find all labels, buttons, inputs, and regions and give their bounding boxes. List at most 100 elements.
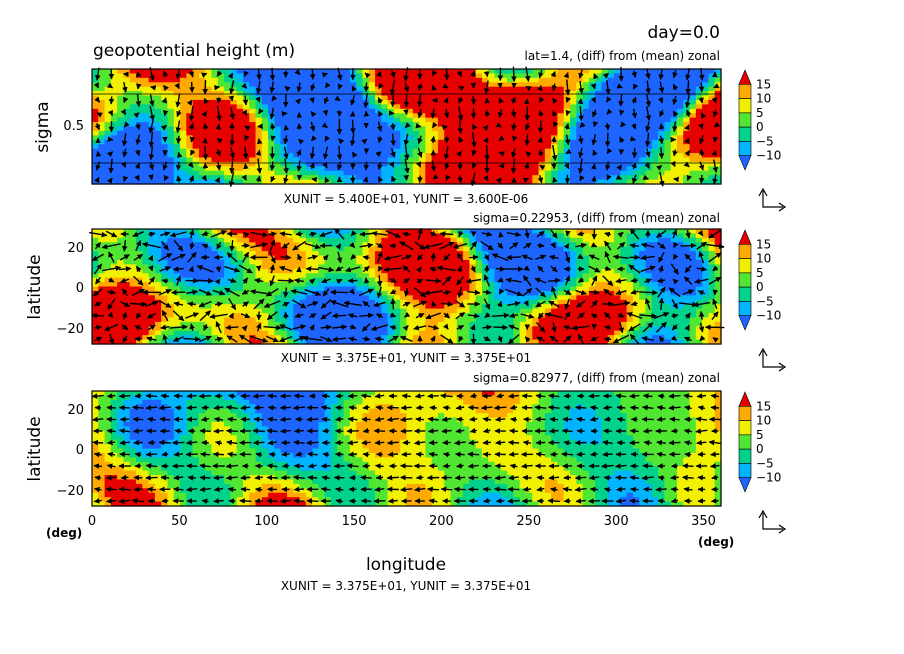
contour-cell bbox=[318, 139, 326, 145]
contour-cell bbox=[469, 259, 477, 265]
contour-cell bbox=[481, 104, 489, 110]
contour-cell bbox=[211, 339, 219, 345]
contour-cell bbox=[217, 153, 225, 159]
contour-cell bbox=[570, 170, 577, 176]
contour-cell bbox=[318, 308, 326, 314]
contour-cell bbox=[620, 99, 628, 105]
contour-cell bbox=[519, 295, 527, 301]
contour-cell bbox=[274, 335, 282, 341]
contour-cell bbox=[658, 157, 665, 163]
contour-cell bbox=[136, 135, 143, 141]
contour-cell bbox=[154, 73, 162, 79]
contour-cell bbox=[186, 339, 194, 345]
contour-cell bbox=[331, 161, 338, 167]
contour-cell bbox=[488, 237, 496, 243]
contour-cell bbox=[192, 255, 200, 261]
contour-cell bbox=[236, 117, 244, 123]
contour-cell bbox=[117, 139, 125, 145]
colorbar-tick-label: −5 bbox=[756, 134, 774, 148]
wind-vector-arrow bbox=[174, 82, 180, 90]
contour-cell bbox=[519, 73, 527, 79]
contour-cell bbox=[129, 122, 137, 128]
contour-cell bbox=[148, 330, 156, 336]
contour-cell bbox=[173, 233, 181, 239]
contour-cell bbox=[224, 113, 231, 119]
contour-cell bbox=[444, 130, 452, 136]
contour-cell bbox=[463, 290, 470, 296]
contour-cell bbox=[532, 308, 540, 314]
contour-cell bbox=[305, 259, 313, 265]
contour-cell bbox=[544, 308, 552, 314]
contour-cell bbox=[98, 304, 106, 310]
contour-cell bbox=[356, 242, 364, 248]
contour-cell bbox=[557, 82, 565, 88]
contour-cell bbox=[544, 95, 552, 101]
contour-cell bbox=[312, 82, 320, 88]
contour-cell bbox=[639, 73, 647, 79]
contour-cell bbox=[632, 170, 640, 176]
contour-cell bbox=[98, 104, 106, 110]
contour-cell bbox=[544, 161, 552, 167]
contour-cell bbox=[224, 295, 231, 301]
contour-cell bbox=[167, 122, 175, 128]
contour-cell bbox=[318, 126, 326, 132]
contour-cell bbox=[570, 175, 577, 181]
contour-cell bbox=[362, 330, 370, 336]
wind-vector-arrow bbox=[712, 136, 719, 143]
contour-cell bbox=[198, 157, 206, 163]
wind-vector-arrow bbox=[538, 149, 544, 156]
contour-cell bbox=[173, 86, 181, 92]
contour-cell bbox=[400, 166, 408, 172]
contour-cell bbox=[167, 82, 175, 88]
contour-cell bbox=[538, 299, 546, 305]
contour-cell bbox=[343, 139, 351, 145]
contour-cell bbox=[412, 317, 420, 323]
wind-vector-arrow bbox=[579, 121, 586, 128]
contour-cell bbox=[437, 126, 445, 132]
contour-cell bbox=[249, 86, 257, 92]
contour-cell bbox=[557, 153, 565, 159]
wind-vector-arrow bbox=[404, 158, 410, 174]
contour-cell bbox=[488, 304, 496, 310]
contour-cell bbox=[368, 264, 376, 270]
contour-cell bbox=[180, 251, 187, 257]
contour-cell bbox=[192, 273, 200, 279]
contour-cell bbox=[142, 139, 150, 145]
contour-cell bbox=[381, 126, 389, 132]
contour-cell bbox=[117, 104, 125, 110]
contour-cell bbox=[683, 135, 691, 141]
contour-cell bbox=[513, 229, 521, 235]
contour-cell bbox=[488, 122, 496, 128]
contour-cell bbox=[387, 264, 395, 270]
contour-cell bbox=[312, 77, 320, 83]
contour-cell bbox=[274, 113, 282, 119]
contour-cell bbox=[393, 73, 401, 79]
contour-cell bbox=[136, 73, 143, 79]
contour-cell bbox=[180, 229, 187, 235]
contour-cell bbox=[683, 108, 691, 114]
contour-cell bbox=[324, 144, 332, 150]
contour-cell bbox=[463, 175, 470, 181]
contour-cell bbox=[142, 148, 150, 154]
contour-cell bbox=[563, 144, 571, 150]
contour-cell bbox=[249, 113, 257, 119]
contour-cell bbox=[469, 99, 477, 105]
contour-cell bbox=[526, 277, 533, 283]
contour-cell bbox=[614, 161, 621, 167]
contour-cell bbox=[419, 259, 426, 265]
contour-cell bbox=[217, 135, 225, 141]
contour-cell bbox=[211, 237, 219, 243]
contour-cell bbox=[513, 144, 521, 150]
wind-vector-arrow bbox=[269, 122, 276, 130]
contour-cell bbox=[670, 157, 678, 163]
contour-cell bbox=[582, 139, 590, 145]
contour-cell bbox=[123, 144, 131, 150]
contour-cell bbox=[224, 246, 231, 252]
wind-vector-arrow bbox=[283, 146, 289, 160]
contour-cell bbox=[305, 286, 313, 292]
contour-cell bbox=[110, 299, 118, 305]
contour-cell bbox=[286, 282, 294, 288]
contour-cell bbox=[387, 144, 395, 150]
contour-cell bbox=[557, 290, 565, 296]
contour-cell bbox=[519, 117, 527, 123]
